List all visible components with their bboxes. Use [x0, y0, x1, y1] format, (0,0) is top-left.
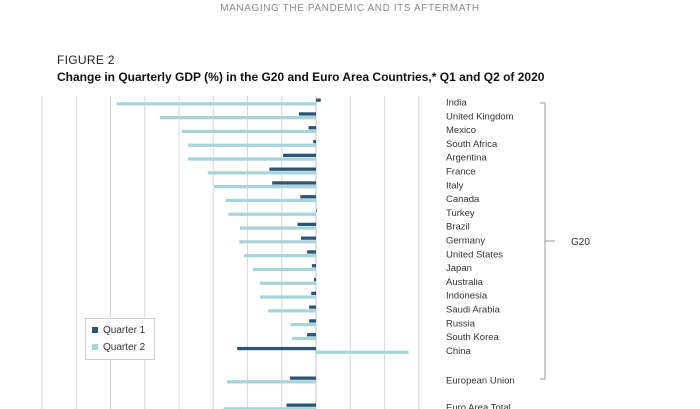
bar-q1-euro-area-total [286, 403, 316, 407]
legend-item-quarter-2: Quarter 2 [92, 340, 145, 354]
bar-q1-brazil [297, 222, 316, 226]
category-label-european-union: European Union [446, 376, 515, 387]
bar-q2-argentina [187, 157, 316, 161]
category-label-brazil: Brazil [446, 222, 470, 233]
bar-q2-saudi-arabia [268, 309, 316, 313]
bar-q2-france [207, 171, 316, 175]
category-label-united-states: United States [446, 249, 503, 260]
bar-q1-south-korea [307, 333, 316, 337]
bar-q2-euro-area-total [223, 407, 316, 409]
category-label-south-africa: South Africa [446, 139, 498, 150]
bar-q1-russia [309, 319, 316, 323]
bar-q1-japan [311, 264, 316, 268]
bar-q1-china [237, 346, 316, 351]
bar-q2-united-kingdom [159, 116, 316, 120]
bar-q1-italy [272, 181, 316, 185]
category-label-turkey: Turkey [446, 208, 475, 219]
bar-q2-canada [225, 198, 316, 203]
bar-q1-south-africa [313, 139, 316, 144]
category-label-france: France [446, 167, 476, 178]
bar-q2-china [316, 350, 409, 354]
running-head: MANAGING THE PANDEMIC AND ITS AFTERMATH [220, 3, 480, 14]
category-label-indonesia: Indonesia [446, 291, 488, 302]
bar-q2-germany [239, 240, 316, 244]
bar-q1-united-kingdom [298, 112, 316, 116]
bar-q1-france [269, 167, 316, 171]
category-label-euro-area-total: Euro Area Total [446, 403, 511, 409]
category-label-saudi-arabia: Saudi Arabia [446, 305, 501, 316]
bar-q2-turkey [228, 212, 316, 216]
legend-label-quarter-1: Quarter 1 [103, 324, 146, 336]
figure-title: Change in Quarterly GDP (%) in the G20 a… [57, 70, 545, 84]
category-label-canada: Canada [446, 194, 480, 205]
bar-q1-germany [300, 236, 316, 240]
legend-swatch-quarter-1 [92, 327, 98, 333]
category-label-australia: Australia [446, 277, 484, 288]
bar-q2-russia [290, 323, 316, 327]
category-label-china: China [446, 346, 472, 357]
bar-q2-japan [252, 267, 316, 272]
category-label-argentina: Argentina [446, 153, 487, 164]
bar-q2-australia [259, 281, 316, 285]
bar-q1-united-states [307, 250, 316, 254]
bar-q1-argentina [283, 153, 316, 157]
category-label-russia: Russia [446, 318, 476, 329]
bar-q1-mexico [308, 126, 316, 130]
bar-q1-saudi-arabia [309, 305, 316, 309]
bar-q1-india [316, 98, 321, 102]
category-label-mexico: Mexico [446, 125, 476, 136]
bar-q2-italy [213, 185, 316, 189]
bar-q1-canada [300, 195, 316, 199]
category-label-italy: Italy [446, 180, 464, 191]
g20-bracket [540, 102, 546, 380]
bar-q1-turkey [316, 208, 317, 213]
bar-q2-mexico [181, 129, 316, 134]
bar-q2-south-korea [292, 336, 316, 341]
legend-item-quarter-1: Quarter 1 [92, 323, 145, 337]
bar-q2-india [116, 102, 316, 106]
legend-swatch-quarter-2 [92, 344, 98, 350]
bar-q2-european-union [226, 380, 316, 384]
category-label-india: India [446, 98, 467, 109]
category-label-south-korea: South Korea [446, 332, 500, 343]
bar-q1-australia [313, 277, 316, 282]
bar-q1-indonesia [311, 291, 316, 295]
legend-label-quarter-2: Quarter 2 [103, 341, 146, 353]
figure-label: FIGURE 2 [57, 53, 115, 67]
category-label-germany: Germany [446, 236, 485, 247]
bar-q2-indonesia [259, 295, 316, 299]
chart-legend: Quarter 1 Quarter 2 [85, 318, 155, 360]
bar-q2-united-states [244, 254, 316, 258]
bar-q1-european-union [289, 376, 316, 380]
bar-q2-brazil [239, 226, 316, 230]
category-label-united-kingdom: United Kingdom [446, 111, 514, 122]
bar-q2-south-africa [187, 143, 316, 147]
group-label-g20: G20 [571, 237, 590, 248]
category-label-japan: Japan [446, 263, 472, 274]
